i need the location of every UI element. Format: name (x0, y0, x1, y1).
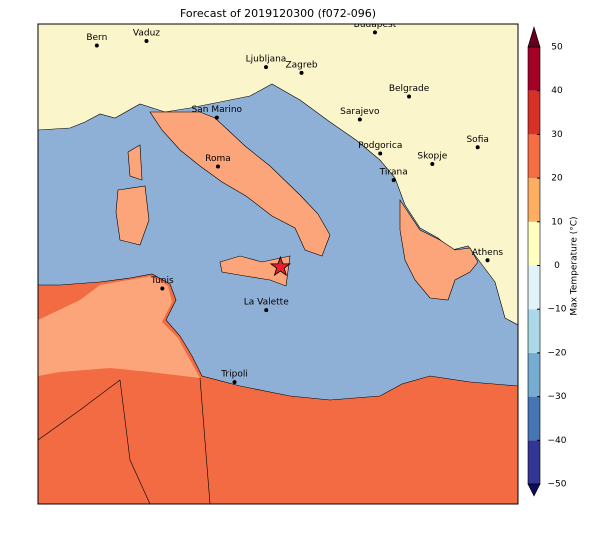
colorbar-bin (528, 396, 540, 441)
event-marker (269, 255, 292, 277)
colorbar-tick-label: −50 (548, 480, 567, 490)
city-label: Ljubljana (246, 55, 287, 65)
city-label: Athens (472, 248, 503, 258)
colorbar-tick-label: −20 (548, 348, 567, 358)
colorbar-tick-label: 0 (554, 261, 560, 271)
colorbar-bin (528, 134, 540, 179)
land-greece (399, 199, 479, 301)
city-dot (430, 162, 435, 167)
land-europe (38, 24, 518, 326)
colorbar-over (527, 25, 541, 48)
colorbar-bin (528, 47, 540, 91)
colorbar-tick-label: 20 (551, 174, 563, 184)
city-dot (372, 30, 377, 35)
map-frame (37, 23, 519, 505)
city-dot (264, 65, 268, 70)
city-label: Vaduz (133, 28, 160, 38)
city-dot (391, 178, 396, 183)
land-sardinia (115, 185, 150, 246)
land-tunisia (38, 276, 200, 378)
colorbar-under (527, 483, 541, 497)
colorbar-bin (528, 221, 540, 266)
colorbar-tick-label: 30 (551, 130, 563, 140)
colorbar-bin (528, 440, 540, 484)
city-label: San Marino (192, 105, 243, 115)
title: Forecast of 2019120300 (f072-096) (180, 7, 376, 20)
city-label: Roma (205, 154, 231, 164)
city-label: Belgrade (389, 84, 430, 94)
land-italy (149, 111, 331, 257)
city-dot (485, 258, 490, 263)
city-label: Tunis (150, 276, 174, 286)
city-label: Tirana (379, 168, 408, 178)
city-label: Skopje (417, 152, 447, 162)
city-label: Zagreb (285, 60, 317, 70)
colorbar-tick-label: 40 (551, 86, 563, 96)
colorbar-tick-label: −10 (548, 305, 567, 315)
colorbar-tick-label: 10 (551, 217, 563, 227)
city-dot (299, 70, 304, 75)
city-label: Bern (86, 33, 107, 43)
colorbar-tick-label: −40 (548, 436, 567, 446)
land-corsica (127, 144, 143, 181)
city-dot (264, 308, 269, 313)
city-label: Budapest (354, 20, 397, 30)
city-label: Tripoli (220, 370, 248, 380)
city-dot (94, 43, 99, 48)
colorbar-bin (528, 178, 540, 222)
city-dot (214, 115, 219, 120)
colorbar-bin (528, 309, 540, 353)
city-label: Sofia (466, 135, 488, 145)
city-label: La Valette (244, 298, 289, 308)
city-dot (144, 38, 149, 43)
city-dot (475, 145, 480, 150)
city-dot (232, 380, 237, 385)
border (38, 377, 211, 504)
colorbar-tick-label: 50 (551, 43, 563, 53)
colorbar-tick-label: −30 (548, 392, 567, 402)
colorbar-label: Max Temperature (°C) (570, 216, 580, 315)
colorbar: −50 −40 −30 −20 −10 0 10 20 30 40 50 (527, 25, 567, 497)
city-dot (378, 151, 383, 156)
city-label: Podgorica (358, 141, 402, 151)
city-dot (407, 94, 412, 99)
city-dot (160, 286, 165, 291)
city-dot (357, 117, 362, 122)
city-label: Sarajevo (340, 107, 380, 117)
colorbar-bin (528, 265, 540, 310)
city-dot (216, 164, 220, 169)
colorbar-bin (528, 90, 540, 135)
colorbar-bin (528, 352, 540, 397)
